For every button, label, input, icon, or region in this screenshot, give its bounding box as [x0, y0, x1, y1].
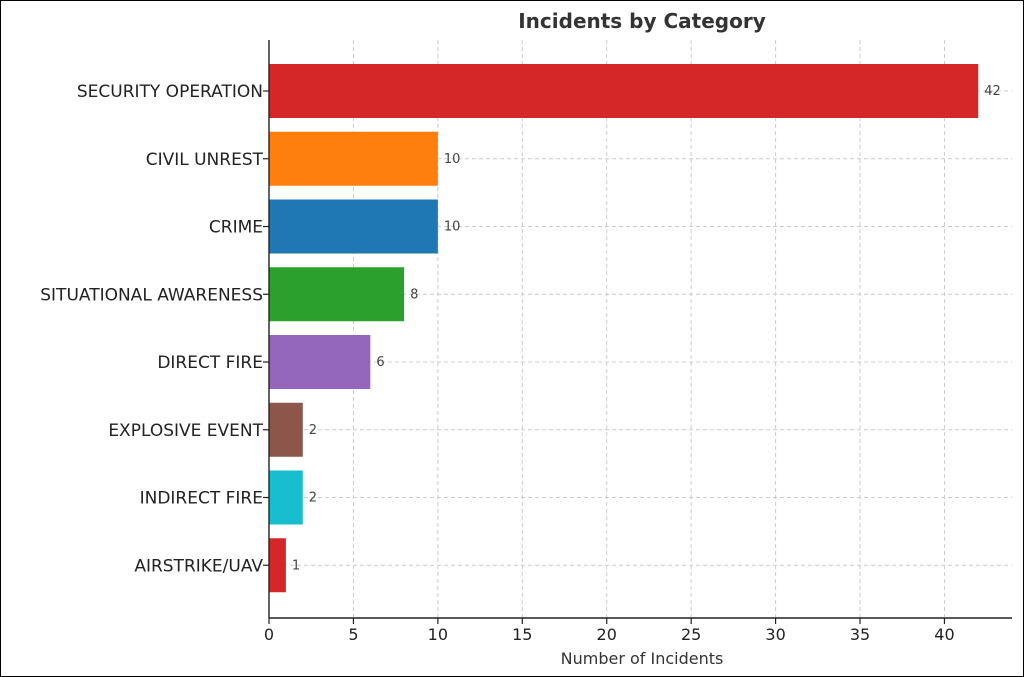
category-label: CRIME — [209, 218, 263, 238]
category-label: SECURITY OPERATION — [77, 82, 263, 102]
bar — [269, 335, 371, 389]
x-tick-label: 5 — [348, 625, 358, 644]
bar — [269, 131, 438, 186]
value-label: 10 — [444, 152, 461, 167]
x-axis-title: Number of Incidents — [561, 649, 724, 668]
category-label: EXPLOSIVE EVENT — [108, 421, 263, 441]
value-label: 2 — [309, 423, 317, 438]
bar — [269, 538, 286, 593]
value-label: 8 — [410, 287, 418, 302]
category-label: SITUATIONAL AWARENESS — [40, 285, 263, 305]
category-label: AIRSTRIKE/UAV — [134, 556, 263, 576]
x-tick-label: 35 — [850, 625, 870, 644]
category-label: CIVIL UNREST — [146, 150, 264, 170]
value-labels: 42 10 10 8 6 2 2 1 — [292, 84, 1001, 573]
gridlines — [269, 40, 1012, 618]
bar — [269, 267, 405, 322]
value-label: 2 — [309, 491, 317, 506]
bar — [269, 64, 979, 118]
bar — [269, 402, 303, 457]
value-label: 1 — [292, 558, 300, 573]
value-label: 6 — [376, 355, 384, 370]
chart-title: Incidents by Category — [518, 9, 766, 33]
category-label: INDIRECT FIRE — [140, 489, 263, 509]
x-tick-label: 25 — [681, 625, 701, 644]
category-labels: SECURITY OPERATION CIVIL UNREST CRIME SITUA… — [40, 82, 263, 576]
x-tick-label: 0 — [264, 625, 274, 644]
x-tick-label: 40 — [934, 625, 954, 644]
bars — [269, 64, 979, 593]
x-tick-label: 15 — [512, 625, 532, 644]
axes: 0 5 10 15 20 25 30 35 40 — [263, 40, 1012, 644]
value-label: 42 — [984, 84, 1001, 99]
x-tick-label: 30 — [765, 625, 785, 644]
bar — [269, 199, 438, 254]
value-label: 10 — [444, 220, 461, 235]
bar — [269, 470, 303, 525]
x-tick-label: 10 — [428, 625, 448, 644]
x-tick-label: 20 — [597, 625, 617, 644]
category-label: DIRECT FIRE — [157, 353, 263, 373]
